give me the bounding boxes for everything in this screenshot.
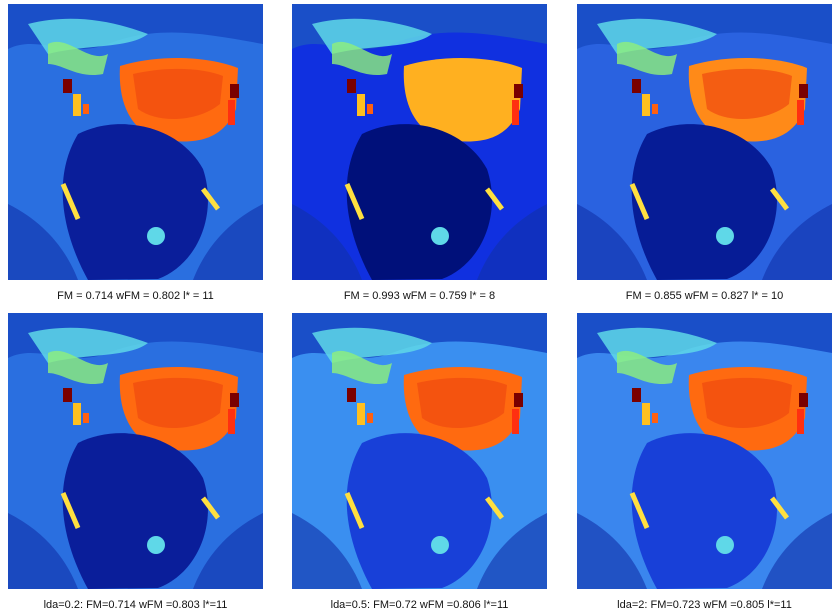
- organ-core: [133, 377, 223, 429]
- lower-structure: [8, 204, 78, 280]
- marker: [797, 409, 804, 434]
- marker: [230, 84, 239, 98]
- organ-core: [417, 377, 507, 429]
- marker: [357, 403, 365, 425]
- body-region: [631, 124, 777, 280]
- caption: FM = 0.714 wFM = 0.802 l* = 11: [57, 290, 214, 302]
- lower-structure: [193, 204, 263, 280]
- marker: [632, 79, 641, 93]
- lower-structure: [577, 513, 647, 589]
- marker: [642, 403, 650, 425]
- vessel: [201, 496, 220, 520]
- green-structure: [332, 350, 392, 385]
- lower-structure: [477, 204, 547, 280]
- marker: [652, 104, 658, 114]
- vessel: [344, 183, 365, 220]
- green-structure: [48, 41, 108, 76]
- organ-core: [702, 68, 792, 120]
- body-region: [62, 433, 208, 589]
- node: [716, 536, 734, 554]
- marker: [632, 388, 641, 402]
- marker: [73, 403, 81, 425]
- lower-structure: [762, 204, 832, 280]
- image-panel: lda=0.2: FM=0.714 wFM =0.803 l*=11: [8, 313, 263, 611]
- image-panel: FM = 0.855 wFM = 0.827 l* = 10: [577, 4, 832, 302]
- marker: [83, 413, 89, 423]
- caption: lda=0.2: FM=0.714 wFM =0.803 l*=11: [44, 599, 228, 608]
- caption: lda=0.5: FM=0.72 wFM =0.806 l*=11: [331, 599, 509, 608]
- green-structure: [617, 41, 677, 76]
- marker: [347, 388, 356, 402]
- marker: [367, 413, 373, 423]
- marker: [73, 94, 81, 116]
- organ-core: [133, 68, 223, 120]
- node: [147, 536, 165, 554]
- marker: [230, 393, 239, 407]
- lower-structure: [292, 513, 362, 589]
- green-structure: [332, 41, 392, 76]
- vessel: [485, 496, 504, 520]
- image-panel: FM = 0.993 wFM = 0.759 l* = 8: [292, 4, 547, 302]
- image-panel: lda=0.5: FM=0.72 wFM =0.806 l*=11: [292, 313, 547, 611]
- vessel: [344, 492, 365, 529]
- marker: [514, 393, 523, 407]
- lower-structure: [193, 513, 263, 589]
- marker: [367, 104, 373, 114]
- body-region: [62, 124, 208, 280]
- image-panel: lda=2: FM=0.723 wFM =0.805 l*=11: [577, 313, 832, 611]
- body-region: [631, 433, 777, 589]
- marker: [228, 100, 235, 125]
- vessel: [60, 492, 81, 529]
- image-panel: FM = 0.714 wFM = 0.802 l* = 11: [8, 4, 263, 302]
- organ-core: [702, 377, 792, 429]
- lower-structure: [577, 204, 647, 280]
- lower-structure: [292, 204, 362, 280]
- green-structure: [617, 350, 677, 385]
- node: [716, 227, 734, 245]
- marker: [357, 94, 365, 116]
- vessel: [60, 183, 81, 220]
- node: [431, 227, 449, 245]
- caption: FM = 0.855 wFM = 0.827 l* = 10: [626, 290, 783, 302]
- marker: [512, 100, 519, 125]
- organ-blob: [403, 57, 522, 142]
- lower-structure: [477, 513, 547, 589]
- vessel: [485, 187, 504, 211]
- body-region: [346, 433, 492, 589]
- marker: [797, 100, 804, 125]
- marker: [83, 104, 89, 114]
- lower-structure: [8, 513, 78, 589]
- green-structure: [48, 350, 108, 385]
- marker: [652, 413, 658, 423]
- marker: [799, 393, 808, 407]
- vessel: [770, 187, 789, 211]
- marker: [799, 84, 808, 98]
- marker: [63, 388, 72, 402]
- node: [147, 227, 165, 245]
- lower-structure: [762, 513, 832, 589]
- marker: [63, 79, 72, 93]
- caption: FM = 0.993 wFM = 0.759 l* = 8: [344, 290, 495, 302]
- node: [431, 536, 449, 554]
- vessel: [629, 183, 650, 220]
- marker: [514, 84, 523, 98]
- marker: [512, 409, 519, 434]
- marker: [347, 79, 356, 93]
- caption: lda=2: FM=0.723 wFM =0.805 l*=11: [617, 599, 792, 608]
- vessel: [201, 187, 220, 211]
- body-region: [346, 124, 492, 280]
- vessel: [629, 492, 650, 529]
- vessel: [770, 496, 789, 520]
- marker: [228, 409, 235, 434]
- marker: [642, 94, 650, 116]
